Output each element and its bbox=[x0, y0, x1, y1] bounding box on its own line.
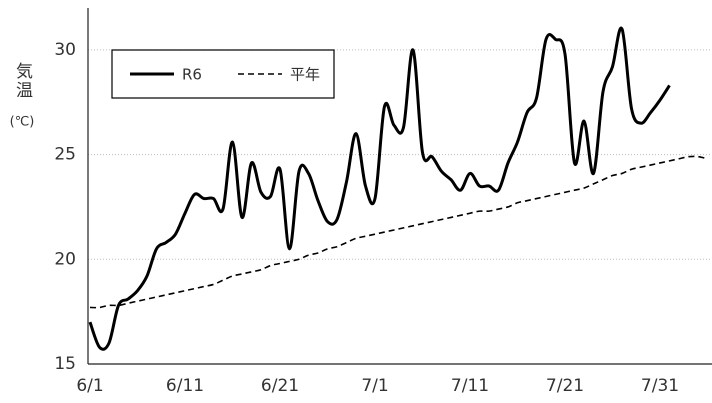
x-tick-label: 7/11 bbox=[451, 376, 489, 396]
y-tick-label: 30 bbox=[54, 40, 76, 60]
y-axis-label: 気温 bbox=[12, 62, 33, 100]
x-tick-label: 6/21 bbox=[261, 376, 299, 396]
y-tick-label: 20 bbox=[54, 249, 76, 269]
series-line bbox=[89, 155, 708, 309]
x-tick-label: 6/1 bbox=[76, 376, 103, 396]
y-tick-label: 25 bbox=[54, 145, 76, 165]
x-tick-label: 7/1 bbox=[361, 376, 388, 396]
legend-label: R6 bbox=[182, 66, 202, 84]
x-tick-label: 6/11 bbox=[166, 376, 204, 396]
x-tick-label: 7/21 bbox=[546, 376, 584, 396]
y-axis-unit: (℃) bbox=[10, 115, 35, 130]
legend-label: 平年 bbox=[290, 66, 320, 84]
series-line bbox=[88, 26, 671, 351]
x-tick-label: 7/31 bbox=[641, 376, 679, 396]
y-tick-label: 15 bbox=[54, 354, 76, 374]
